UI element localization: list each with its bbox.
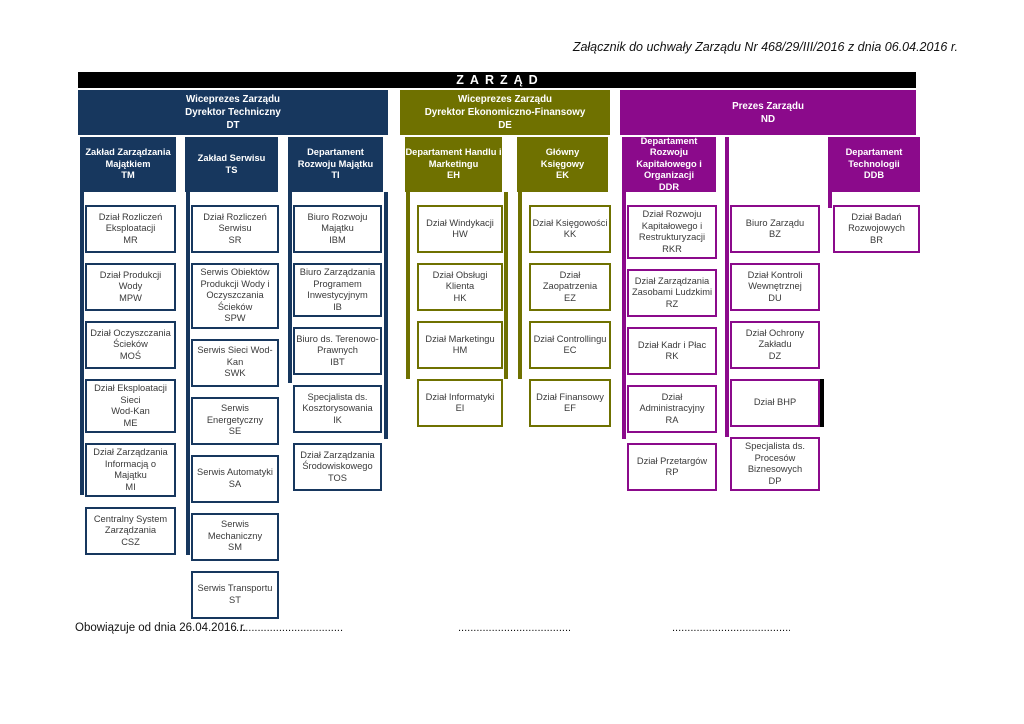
board-label: ZARZĄD xyxy=(456,73,544,87)
org-box-bhp: Dział BHP xyxy=(730,379,820,427)
org-box-bz: Biuro Zarządu BZ xyxy=(730,205,820,253)
column-ddr: Dział Rozwoju Kapitałowego i Restruktury… xyxy=(627,205,717,491)
trunk-line-ts xyxy=(186,192,190,555)
org-box-ik: Specjalista ds. Kosztorysowania IK xyxy=(293,385,382,433)
signature-line-3: ........................................… xyxy=(672,622,790,634)
org-box-kk: Dział Księgowości KK xyxy=(529,205,611,253)
org-box-ib: Biuro Zarządzania Programem Inwestycyjny… xyxy=(293,263,382,317)
org-box-sa: Serwis Automatyki SA xyxy=(191,454,279,503)
org-box-spw: Serwis Obiektów Produkcji Wody i Oczyszc… xyxy=(191,263,279,329)
org-box-st: Serwis Transportu ST xyxy=(191,570,279,619)
org-box-csz: Centralny System Zarządzania CSZ xyxy=(85,507,176,555)
org-box-mi: Dział Zarządzania Informacją o Majątku M… xyxy=(85,443,176,497)
org-box-ef: Dział Finansowy EF xyxy=(529,379,611,427)
unit-header-eh: Departament Handlu i Marketingu EH xyxy=(405,137,502,192)
column-ddb: Dział Badań Rozwojowych BR xyxy=(833,205,920,253)
board-bar: ZARZĄD xyxy=(78,72,916,88)
unit-header-tm: Zakład Zarządzania Majątkiem TM xyxy=(80,137,176,192)
signature-line-2: ........................................… xyxy=(458,622,570,634)
branch-header-de: Wiceprezes Zarządu Dyrektor Ekonomiczno-… xyxy=(400,90,610,135)
trunk-line-ti-left xyxy=(288,192,292,383)
org-box-mos: Dział Oczyszczania Ścieków MOŚ xyxy=(85,321,176,369)
org-box-ibm: Biuro Rozwoju Majątku IBM xyxy=(293,205,382,253)
org-box-ei: Dział Informatyki EI xyxy=(417,379,503,427)
org-box-se: Serwis Energetyczny SE xyxy=(191,396,279,445)
org-box-sm: Serwis Mechaniczny SM xyxy=(191,512,279,561)
trunk-line-ddb xyxy=(828,192,832,208)
org-box-hw: Dział Windykacji HW xyxy=(417,205,503,253)
column-ti: Biuro Rozwoju Majątku IBM Biuro Zarządza… xyxy=(293,205,382,491)
org-box-hk: Dział Obsługi Klienta HK xyxy=(417,263,503,311)
org-box-hm: Dział Marketingu HM xyxy=(417,321,503,369)
unit-header-ddb: Departament Technologii DDB xyxy=(828,137,920,192)
org-box-ez: Dział Zaopatrzenia EZ xyxy=(529,263,611,311)
branch-header-nd: Prezes Zarządu ND xyxy=(620,90,916,135)
org-box-rz: Dział Zarządzania Zasobami Ludzkimi RZ xyxy=(627,269,717,317)
column-ts: Dział Rozliczeń Serwisu SR Serwis Obiekt… xyxy=(191,205,279,619)
unit-header-ts: Zakład Serwisu TS xyxy=(185,137,278,192)
effective-date: Obowiązuje od dnia 26.04.2016 r. xyxy=(75,622,247,634)
org-box-tos: Dział Zarządzania Środowiskowego TOS xyxy=(293,443,382,491)
trunk-line-eh-right xyxy=(504,192,508,379)
unit-header-ek: Główny Księgowy EK xyxy=(517,137,608,192)
trunk-line-nd-middle xyxy=(725,137,729,437)
column-eh: Dział Windykacji HW Dział Obsługi Klient… xyxy=(417,205,503,427)
org-box-du: Dział Kontroli Wewnętrznej DU xyxy=(730,263,820,311)
column-tm: Dział Rozliczeń Eksploatacji MR Dział Pr… xyxy=(85,205,176,555)
org-box-mpw: Dział Produkcji Wody MPW xyxy=(85,263,176,311)
trunk-line-eh-left xyxy=(406,192,410,379)
trunk-line-ek xyxy=(518,192,522,379)
org-box-swk: Serwis Sieci Wod-Kan SWK xyxy=(191,338,279,387)
org-box-dp: Specjalista ds. Procesów Biznesowych DP xyxy=(730,437,820,491)
org-box-ibt: Biuro ds. Terenowo- Prawnych IBT xyxy=(293,327,382,375)
org-box-rp: Dział Przetargów RP xyxy=(627,443,717,491)
org-box-ra: Dział Administracyjny RA xyxy=(627,385,717,433)
org-box-rkr: Dział Rozwoju Kapitałowego i Restruktury… xyxy=(627,205,717,259)
column-ek: Dział Księgowości KK Dział Zaopatrzenia … xyxy=(529,205,611,427)
org-box-br: Dział Badań Rozwojowych BR xyxy=(833,205,920,253)
trunk-line-tm xyxy=(80,192,84,495)
trunk-line-ti-right xyxy=(384,192,388,439)
signature-line-1: ........................................… xyxy=(233,622,343,634)
trunk-line-ddr xyxy=(622,192,626,439)
org-box-mr: Dział Rozliczeń Eksploatacji MR xyxy=(85,205,176,253)
org-box-dz: Dział Ochrony Zakładu DZ xyxy=(730,321,820,369)
org-box-rk: Dział Kadr i Płac RK xyxy=(627,327,717,375)
branch-header-dt: Wiceprezes Zarządu Dyrektor Techniczny D… xyxy=(78,90,388,135)
unit-header-ddr: Departament Rozwoju Kapitałowego i Organ… xyxy=(622,136,716,192)
attachment-note: Załącznik do uchwały Zarządu Nr 468/29/I… xyxy=(572,40,958,54)
org-box-me: Dział Eksploatacji Sieci Wod-Kan ME xyxy=(85,379,176,433)
org-box-sr: Dział Rozliczeń Serwisu SR xyxy=(191,205,279,253)
org-box-ec: Dział Controllingu EC xyxy=(529,321,611,369)
column-nd-middle: Biuro Zarządu BZ Dział Kontroli Wewnętrz… xyxy=(730,205,820,491)
unit-header-ti: Departament Rozwoju Majątku TI xyxy=(288,137,383,192)
bhp-black-bar xyxy=(820,379,824,427)
